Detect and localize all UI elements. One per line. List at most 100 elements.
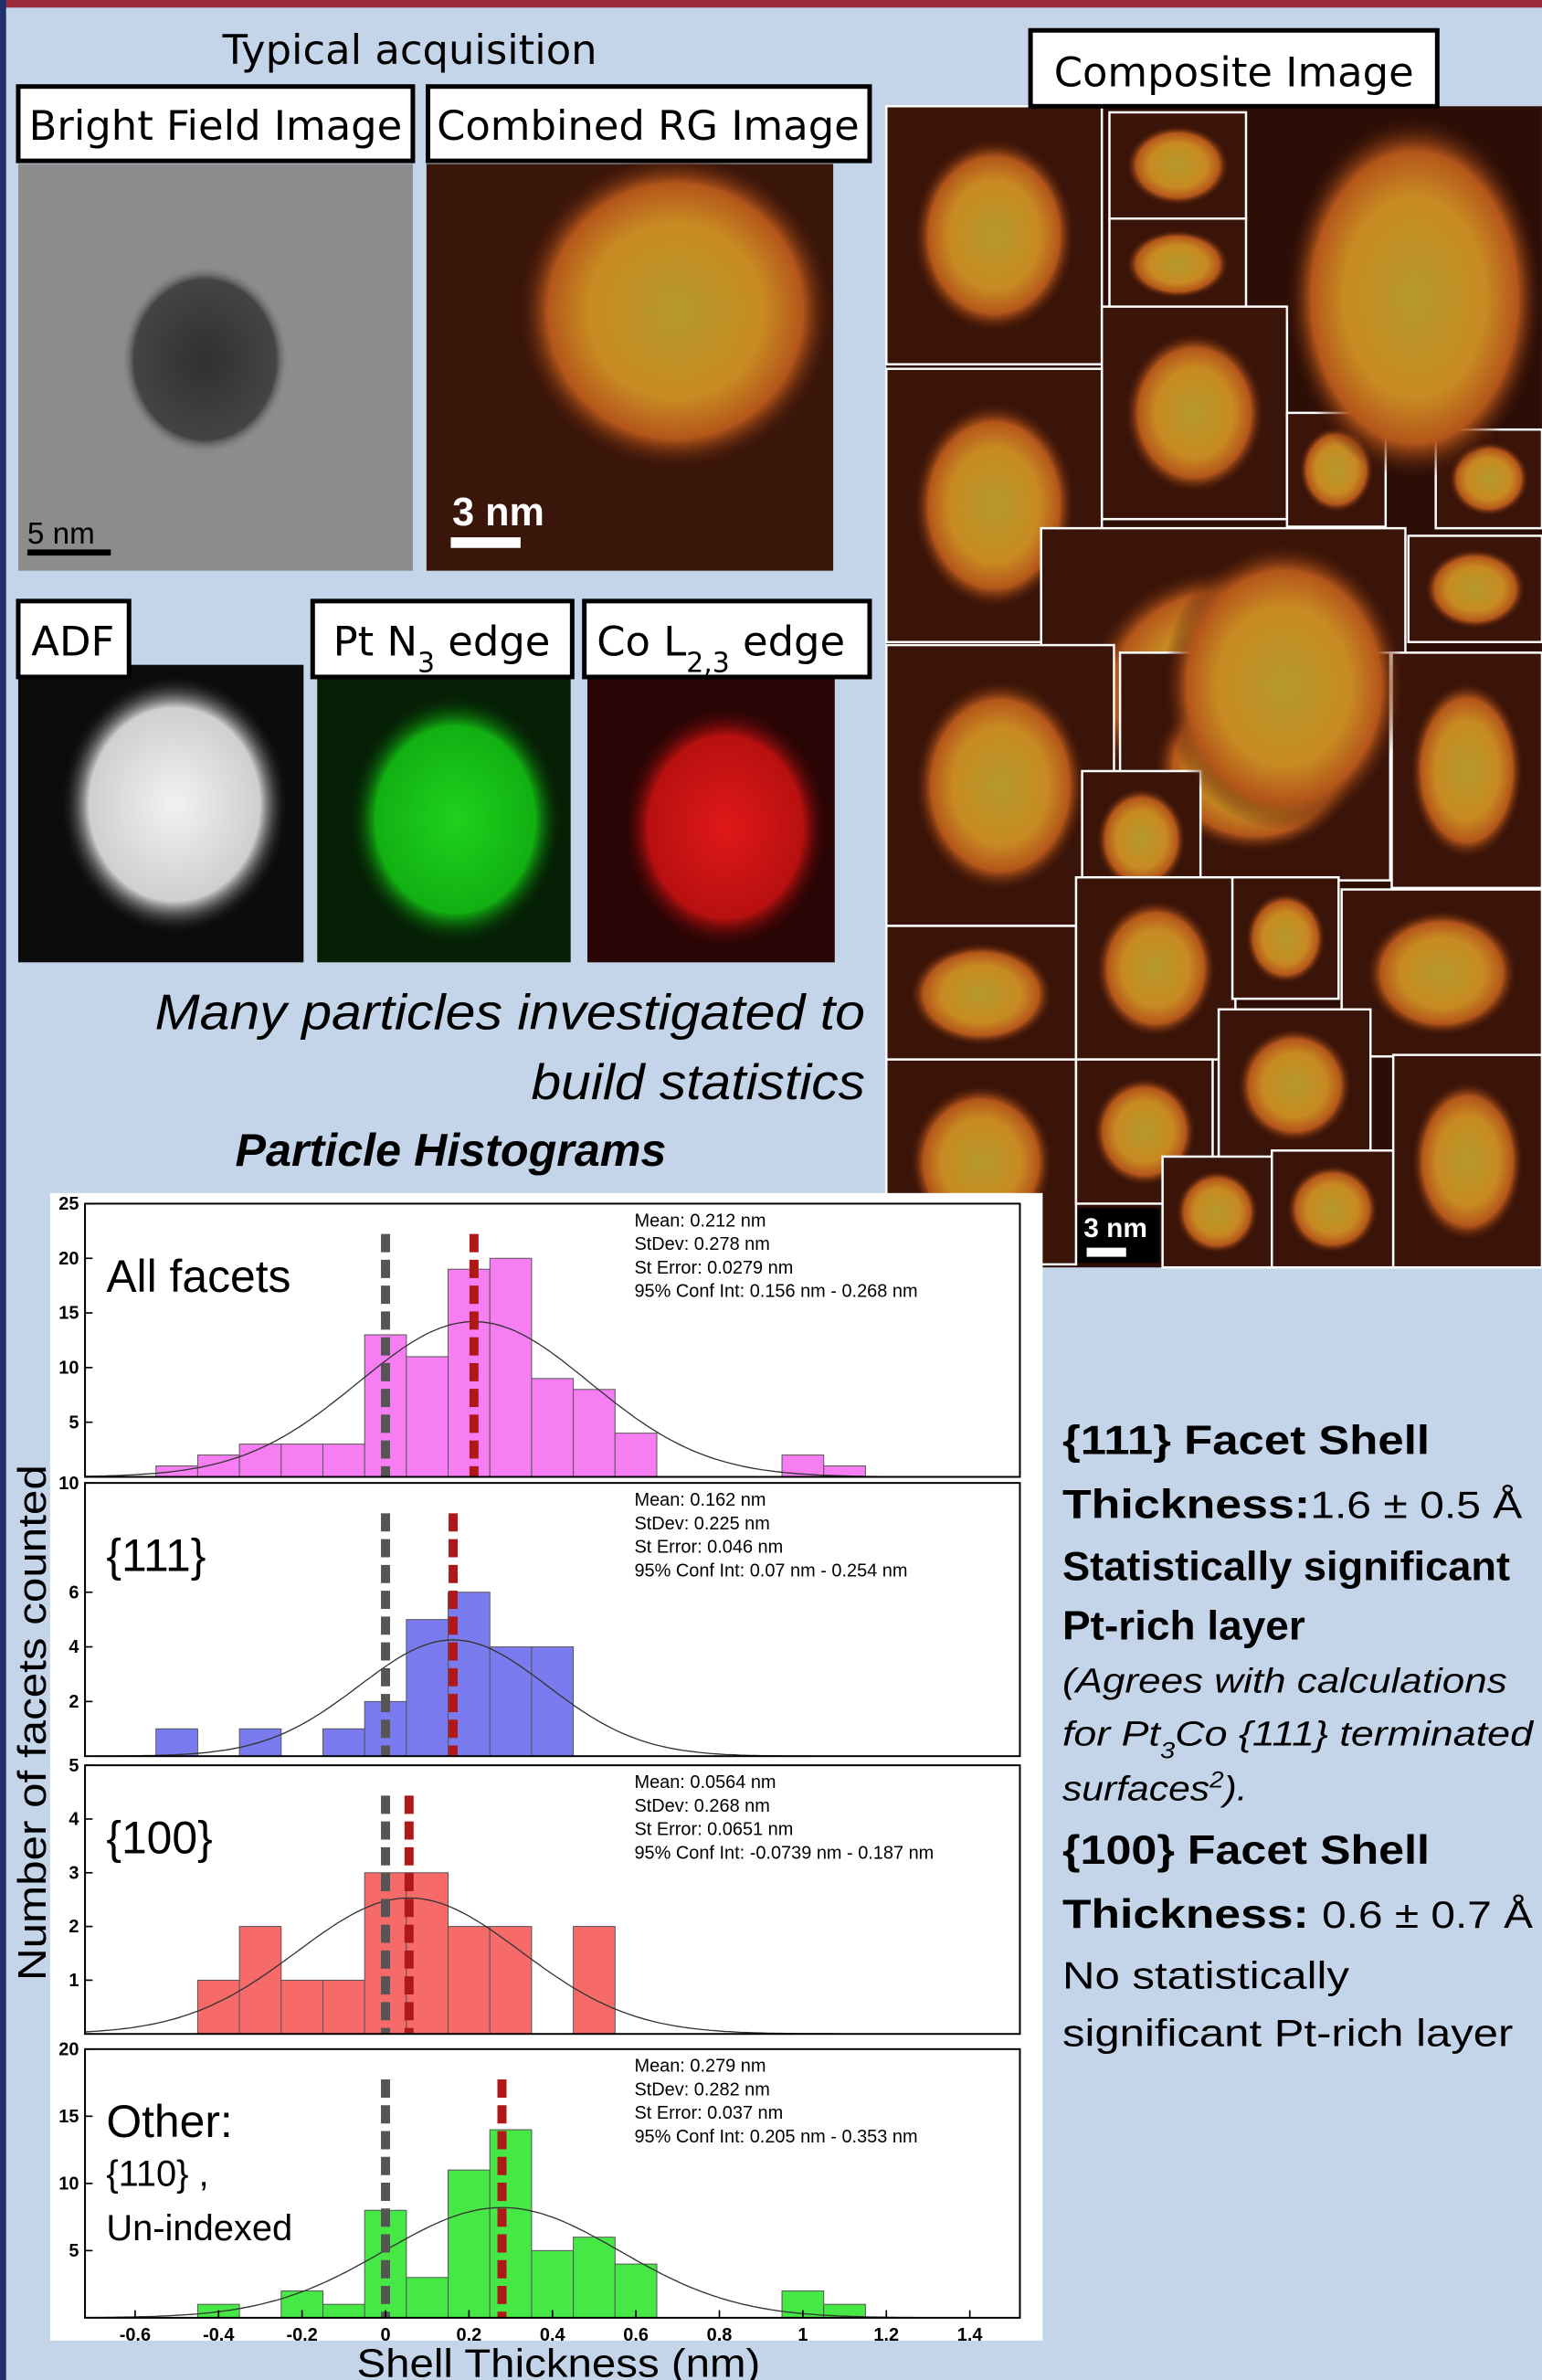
y-tick-label: 15 — [58, 2107, 79, 2127]
bar — [197, 1980, 239, 2034]
particle — [1124, 333, 1264, 494]
particle — [1366, 909, 1518, 1036]
text-part: (Agrees with calculations — [1062, 1661, 1507, 1700]
text-part: surfaces — [1062, 1769, 1209, 1808]
bar — [490, 1258, 532, 1476]
scale-label: 5 nm — [27, 517, 95, 551]
particle — [1125, 125, 1230, 206]
page: {"header":{"typical":"Typical acquisitio… — [0, 0, 1542, 2380]
side-bar — [0, 0, 6, 2380]
bar — [574, 2237, 616, 2318]
conclusion-line: Statistically significant — [1062, 1542, 1510, 1589]
text-part: Thickness: — [1062, 1480, 1310, 1527]
panel-label: Composite Image — [1054, 48, 1414, 97]
bar — [239, 1927, 281, 2035]
text-part: 2 — [1209, 1767, 1224, 1793]
particle — [1245, 892, 1325, 984]
particle — [121, 266, 289, 454]
label-part: edge — [730, 618, 845, 666]
bar — [449, 2170, 491, 2318]
bar — [407, 2278, 449, 2318]
x-tick-label: -0.6 — [120, 2325, 151, 2345]
label-part: edge — [435, 618, 550, 666]
y-tick-label: 6 — [69, 1582, 79, 1603]
bar — [490, 1647, 532, 1757]
panel-label: ADF — [31, 618, 114, 666]
y-tick-label: 3 — [69, 1863, 79, 1883]
y-tick-label: 2 — [69, 1692, 79, 1712]
y-tick-label: 5 — [69, 2241, 79, 2261]
bar — [449, 1927, 491, 2035]
stats-line: StDev: 0.282 nm — [634, 2079, 769, 2100]
bar — [574, 1927, 616, 2035]
histogram-label: {110} , — [106, 2153, 208, 2194]
bar — [322, 1729, 364, 1756]
stats-line: Mean: 0.0564 nm — [634, 1772, 776, 1793]
histogram-label: {100} — [106, 1813, 212, 1864]
y-tick-label: 4 — [69, 1637, 79, 1657]
label-part: 3 — [417, 647, 435, 679]
text-part: Co {111} terminated — [1175, 1715, 1535, 1754]
conclusion-line: No statistically — [1062, 1953, 1349, 1996]
y-tick-label: 2 — [69, 1917, 79, 1937]
conclusion-line: Thickness:1.6 ± 0.5 Å — [1062, 1480, 1523, 1527]
bar — [490, 1927, 532, 2035]
stats-line: 95% Conf Int: 0.205 nm - 0.353 nm — [634, 2127, 917, 2147]
particle — [349, 695, 562, 944]
stats-line: StDev: 0.278 nm — [634, 1234, 769, 1254]
particle — [1411, 1081, 1525, 1243]
section-title: Typical acquisition — [222, 26, 597, 74]
bar — [615, 2264, 657, 2318]
particle — [1424, 548, 1526, 629]
particle — [1096, 788, 1186, 892]
bar — [532, 1379, 574, 1477]
text-part: Pt-rich layer — [1062, 1602, 1305, 1648]
stats-line: Mean: 0.279 nm — [634, 2057, 766, 2077]
conclusion-line: Pt-rich layer — [1062, 1602, 1305, 1648]
bar — [532, 2250, 574, 2318]
particle — [1285, 115, 1542, 480]
bar — [322, 2304, 364, 2318]
bar — [615, 1433, 657, 1477]
top-bar — [0, 0, 1542, 7]
bar — [407, 1620, 449, 1757]
text-part: ). — [1220, 1769, 1248, 1808]
y-tick-label: 15 — [58, 1304, 79, 1324]
stats-line: 95% Conf Int: 0.156 nm - 0.268 nm — [634, 1282, 917, 1302]
x-tick-label: 1.4 — [957, 2325, 983, 2345]
text-part: {100} Facet Shell — [1062, 1826, 1430, 1873]
stats-line: St Error: 0.037 nm — [634, 2103, 783, 2123]
stats-line: St Error: 0.0651 nm — [634, 1820, 793, 1840]
text-part: Thickness: — [1062, 1890, 1322, 1937]
bar — [490, 2130, 532, 2318]
particle — [913, 137, 1076, 333]
particle — [914, 679, 1086, 893]
bar — [322, 1444, 364, 1477]
particle — [1286, 1165, 1378, 1253]
label-part: Pt N — [333, 618, 417, 666]
y-tick-label: 1 — [69, 1971, 79, 1991]
particle — [60, 675, 288, 933]
conclusion-line: {111} Facet Shell — [1062, 1417, 1430, 1464]
text-part: 1.6 ± 0.5 Å — [1310, 1483, 1522, 1526]
bar — [574, 1390, 616, 1477]
conclusion-line: significant Pt-rich layer — [1062, 2012, 1514, 2055]
bar — [281, 1444, 323, 1477]
x-tick-label: 1 — [797, 2325, 808, 2345]
poster-panel: Typical acquisition 5 nm 3 nm Bright Fie… — [0, 0, 1542, 2380]
stats-line: StDev: 0.225 nm — [634, 1514, 769, 1534]
y-tick-label: 10 — [58, 1474, 79, 1494]
bar — [322, 1980, 364, 2034]
histograms-title: Particle Histograms — [236, 1125, 667, 1176]
histogram-label: All facets — [106, 1251, 290, 1302]
stats-line: St Error: 0.0279 nm — [634, 1258, 793, 1278]
particle — [516, 152, 835, 471]
panel-label: Bright Field Image — [29, 101, 403, 150]
histogram-label: {111} — [106, 1529, 206, 1581]
conclusion-line: Thickness: 0.6 ± 0.7 Å — [1062, 1890, 1533, 1937]
y-tick-label: 20 — [58, 1249, 79, 1269]
caption: build statistics — [532, 1053, 865, 1110]
scale-bar — [1087, 1248, 1126, 1257]
y-tick-label: 5 — [69, 1756, 79, 1776]
bar — [407, 1357, 449, 1477]
